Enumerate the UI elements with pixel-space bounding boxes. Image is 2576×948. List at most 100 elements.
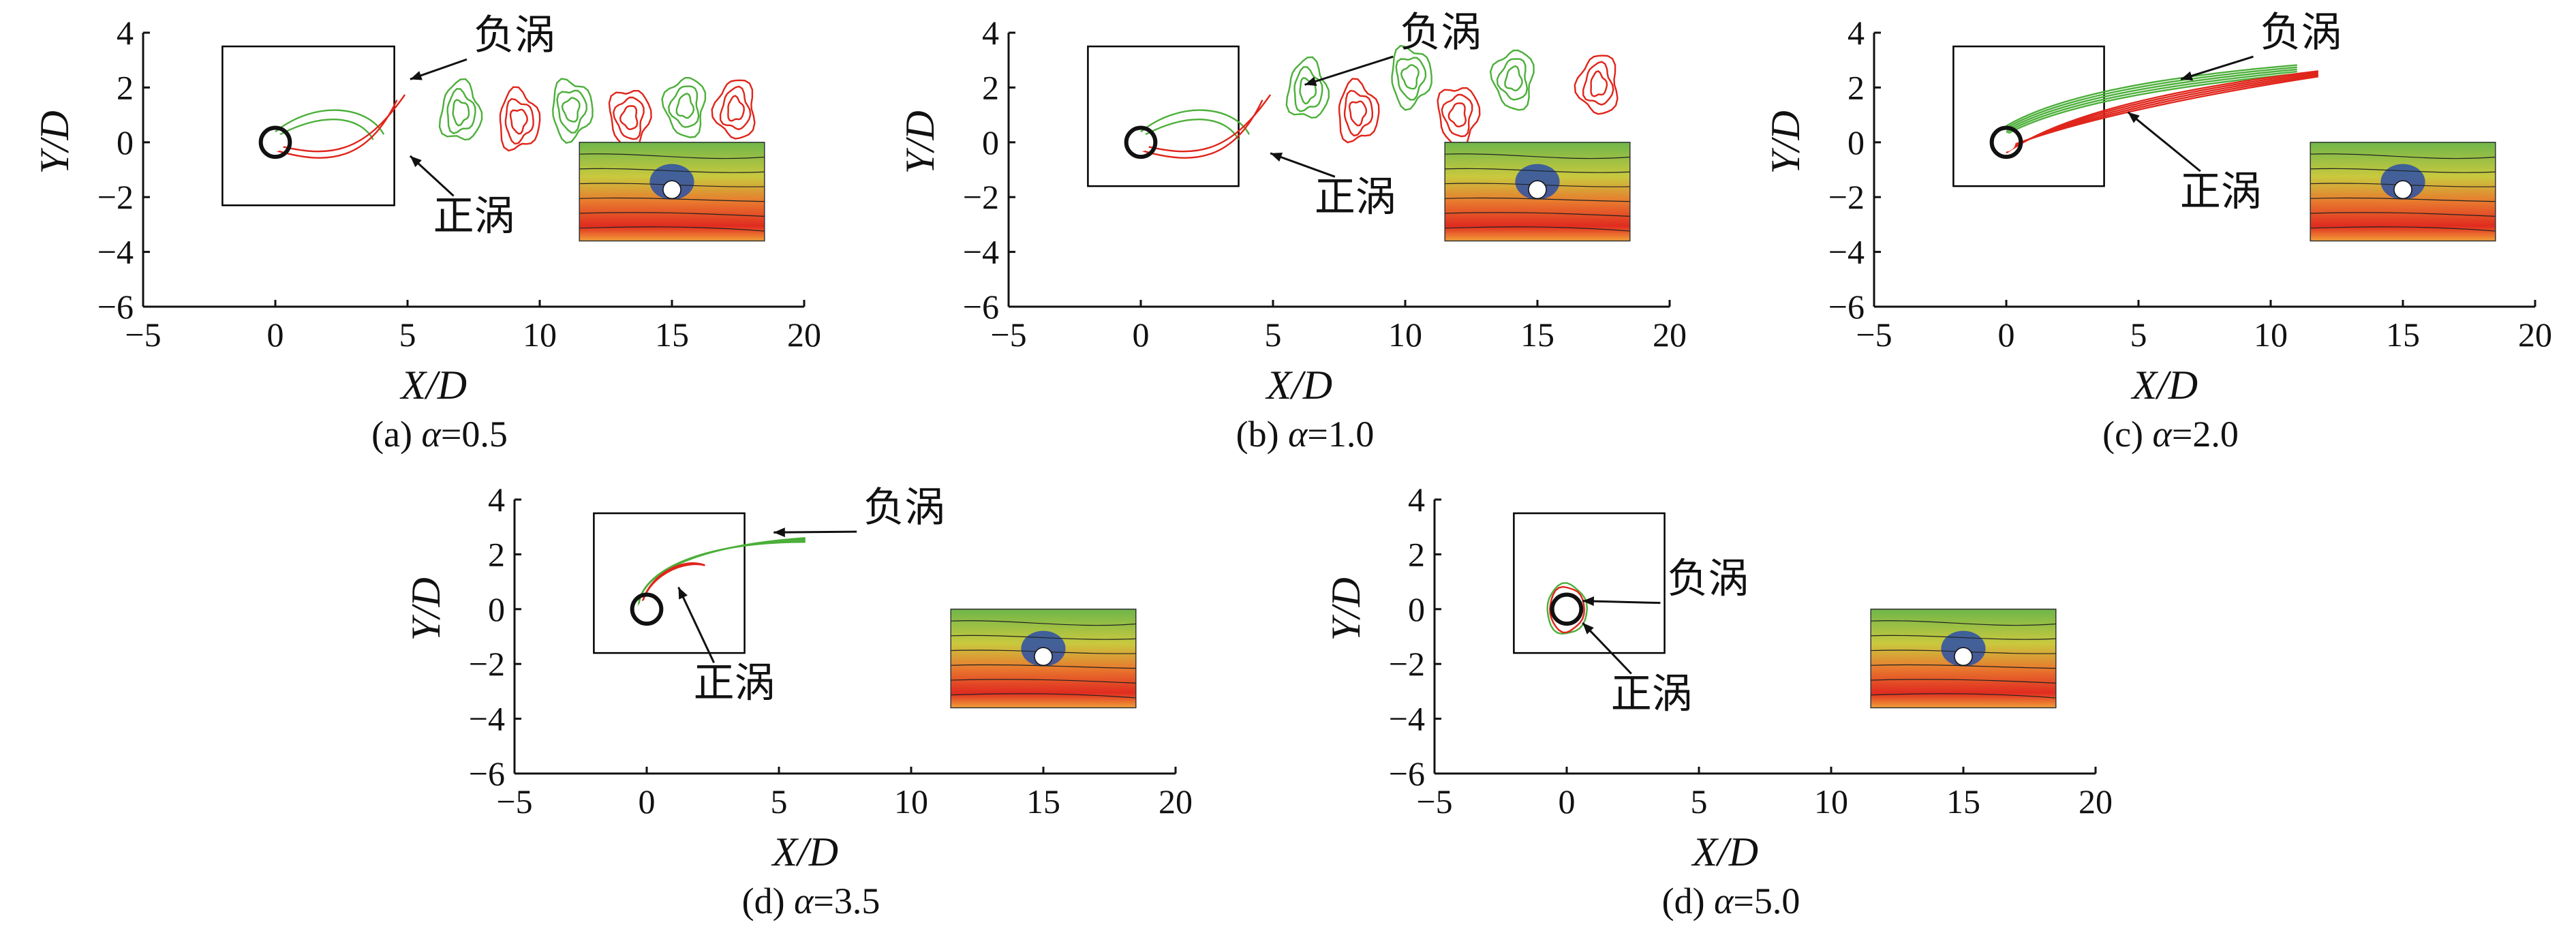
positive-vortex-contour	[619, 105, 639, 131]
x-tick-label: 0	[1998, 316, 2015, 354]
x-tick-label: 20	[2518, 316, 2552, 354]
negative-vortex-label: 负涡	[863, 484, 945, 532]
positive-vortex-contour	[1447, 102, 1467, 128]
negative-vortex-contour	[1496, 58, 1529, 101]
positive-vortex-contour	[499, 86, 541, 152]
y-tick-label: −2	[1828, 178, 1865, 216]
caption-symbol: α	[1714, 881, 1734, 921]
caption-prefix: (a)	[371, 414, 421, 455]
inset-streamline	[2310, 168, 2496, 173]
inset-streamline	[1871, 620, 2056, 626]
negative-vortex-arrow-head	[773, 527, 785, 538]
inset-streamline	[951, 634, 1136, 640]
x-tick-label: 5	[2130, 316, 2147, 354]
x-tick-label: 10	[894, 782, 928, 821]
x-axis-label: X/D	[771, 829, 838, 874]
caption-prefix: (d)	[742, 881, 794, 921]
y-tick-label: −2	[97, 178, 134, 216]
negative-vortex-contour	[1285, 56, 1330, 119]
negative-vortex-label: 负涡	[1400, 9, 1482, 57]
positive-vortex-contour	[504, 97, 534, 145]
y-tick-label: −6	[1389, 754, 1425, 793]
negative-vortex-contour	[561, 97, 581, 123]
panel-caption: (d) α=5.0	[1662, 881, 1800, 921]
inset-flow-field	[950, 609, 1137, 709]
x-tick-label: −5	[125, 316, 161, 354]
y-tick-label: −4	[469, 700, 505, 738]
y-axis-label: Y/D	[898, 110, 942, 174]
y-tick-label: 0	[982, 123, 999, 162]
x-tick-label: 5	[399, 316, 416, 354]
y-tick-label: 4	[488, 480, 505, 519]
y-tick-label: −2	[469, 645, 505, 683]
y-tick-label: 2	[488, 535, 505, 573]
y-tick-label: 0	[488, 590, 505, 628]
x-tick-label: 5	[1691, 782, 1708, 821]
x-tick-label: 10	[2254, 316, 2288, 354]
x-tick-label: 0	[1133, 316, 1150, 354]
y-tick-label: 4	[1408, 480, 1425, 519]
x-tick-label: 0	[267, 316, 284, 354]
y-tick-label: 4	[982, 14, 999, 52]
caption-prefix: (c)	[2102, 414, 2152, 455]
negative-vortex-arrow-head	[2181, 71, 2193, 81]
inset-cylinder	[1954, 647, 1973, 667]
negative-vortex-contour	[1400, 64, 1420, 90]
caption-value: =2.0	[2172, 414, 2239, 455]
x-tick-label: 5	[771, 782, 788, 821]
caption-prefix: (d)	[1662, 881, 1714, 921]
positive-vortex-label: 正涡	[694, 659, 776, 707]
positive-vortex-contour	[1549, 585, 1585, 634]
inset-streamline	[2310, 153, 2496, 159]
positive-vortex-contour	[2006, 70, 2318, 154]
inset-cylinder	[1034, 647, 1053, 667]
negative-vortex-contour	[552, 78, 594, 144]
inset-streamline	[579, 153, 765, 159]
negative-vortex-contour	[2006, 64, 2297, 127]
inset-streamline	[951, 620, 1136, 626]
vortex-contours	[1546, 582, 1589, 635]
positive-vortex-label: 正涡	[2180, 168, 2262, 215]
zoom-box	[221, 45, 395, 207]
positive-vortex-contour	[711, 79, 756, 140]
x-tick-label: 15	[1026, 782, 1060, 821]
negative-vortex-contour	[2006, 73, 2297, 136]
positive-vortex-arrow	[2127, 111, 2201, 172]
positive-vortex-label: 正涡	[1611, 671, 1693, 718]
cylinder-marker	[258, 125, 292, 159]
positive-vortex-contour	[612, 96, 645, 140]
positive-vortex-contour	[509, 108, 528, 135]
negative-vortex-contour	[556, 89, 588, 134]
y-axis-label: Y/D	[1763, 110, 1808, 174]
positive-vortex-contour	[1441, 93, 1473, 138]
caption-symbol: α	[2153, 414, 2173, 455]
negative-vortex-contour	[446, 88, 476, 135]
negative-vortex-arrow	[2180, 55, 2254, 80]
caption-symbol: α	[422, 414, 442, 455]
x-axis-label: X/D	[2130, 363, 2198, 408]
inset-streamline	[1871, 634, 2056, 640]
vortex-contours	[638, 537, 806, 615]
negative-vortex-contour	[1140, 109, 1251, 135]
negative-vortex-arrow-head	[410, 71, 423, 80]
negative-vortex-contour	[668, 85, 700, 128]
negative-vortex-contour	[1504, 65, 1523, 92]
y-tick-label: −6	[963, 288, 999, 326]
negative-vortex-label: 负涡	[2260, 9, 2342, 57]
positive-vortex-contour	[727, 95, 746, 122]
inset-flow-field	[1444, 142, 1631, 242]
cylinder-core	[266, 133, 285, 152]
inset-streamline	[579, 168, 765, 173]
y-tick-label: 0	[1847, 123, 1865, 162]
positive-vortex-arrow-head	[1582, 622, 1594, 634]
negative-vortex-contour	[2006, 68, 2297, 131]
positive-vortex-arrow	[1582, 622, 1632, 675]
negative-vortex-contour	[638, 541, 806, 609]
y-tick-label: −6	[97, 288, 134, 326]
positive-vortex-contour	[1437, 87, 1481, 149]
inset-streamline	[1871, 679, 2056, 684]
